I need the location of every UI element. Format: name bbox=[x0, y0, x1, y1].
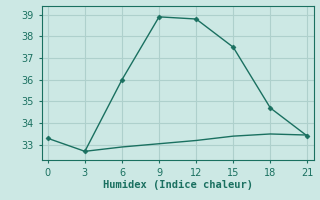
X-axis label: Humidex (Indice chaleur): Humidex (Indice chaleur) bbox=[103, 180, 252, 190]
